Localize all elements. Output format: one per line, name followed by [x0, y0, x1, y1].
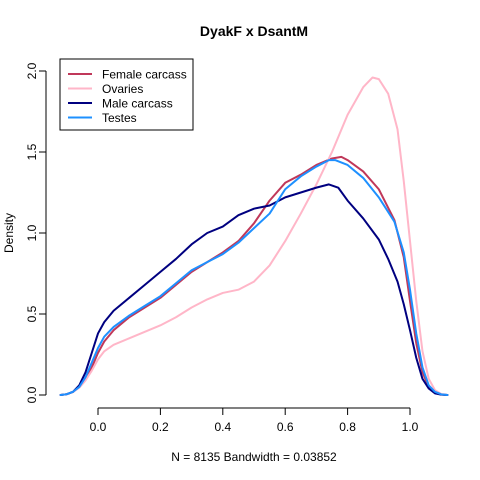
plot-area [59, 76, 449, 396]
x-tick-label: 0.2 [152, 420, 169, 434]
y-axis-label: Density [2, 213, 16, 253]
legend-label: Testes [102, 111, 137, 125]
legend-label: Ovaries [102, 82, 143, 96]
x-tick-label: 0.6 [277, 420, 294, 434]
y-tick-label: 0.5 [25, 305, 39, 322]
x-tick-label: 0.4 [214, 420, 231, 434]
legend-label: Female carcass [102, 68, 187, 82]
x-axis-label: N = 8135 Bandwidth = 0.03852 [171, 450, 337, 464]
x-tick-label: 0.0 [90, 420, 107, 434]
y-tick-label: 0.0 [25, 386, 39, 403]
y-tick-label: 1.0 [25, 224, 39, 241]
y-tick-label: 2.0 [25, 62, 39, 79]
x-tick-label: 0.8 [339, 420, 356, 434]
series-line-2 [59, 76, 449, 396]
axes: 0.0 0.2 0.4 0.6 0.8 1.0 0.0 0.5 1.0 1.5 2.0 [25, 62, 419, 434]
x-tick-label: 1.0 [402, 420, 419, 434]
chart-title: DyakF x DsantM [200, 23, 308, 39]
series-line-4 [59, 159, 449, 396]
series-line-1 [59, 155, 449, 396]
series-line-3 [59, 183, 449, 396]
y-tick-label: 1.5 [25, 143, 39, 160]
legend-label: Male carcass [102, 97, 173, 111]
